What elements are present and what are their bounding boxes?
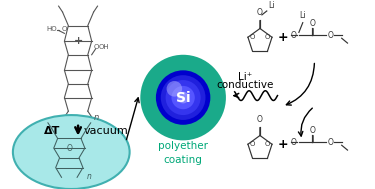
Text: O: O — [328, 138, 334, 147]
Ellipse shape — [13, 115, 130, 189]
Text: conductive: conductive — [217, 80, 274, 90]
Text: ΔT: ΔT — [44, 126, 60, 136]
Text: O: O — [309, 19, 315, 28]
Text: O: O — [94, 44, 99, 50]
Text: O: O — [257, 115, 263, 124]
Circle shape — [140, 55, 226, 140]
Text: +: + — [74, 36, 83, 46]
Circle shape — [177, 92, 189, 103]
Text: n: n — [94, 113, 99, 122]
Text: O: O — [66, 144, 72, 153]
Text: O: O — [265, 141, 270, 147]
Text: O: O — [309, 125, 315, 135]
Text: Si: Si — [176, 91, 190, 105]
Text: O: O — [265, 34, 270, 40]
FancyArrowPatch shape — [286, 63, 314, 105]
Text: O: O — [250, 141, 255, 147]
Text: +: + — [278, 31, 289, 44]
Text: +: + — [278, 138, 289, 151]
FancyArrowPatch shape — [298, 108, 312, 136]
Text: Li: Li — [268, 1, 274, 10]
Text: O: O — [250, 34, 255, 40]
Text: HO: HO — [46, 26, 57, 33]
Text: Li⁺: Li⁺ — [238, 72, 252, 82]
Text: O: O — [328, 31, 334, 40]
Text: OH: OH — [99, 44, 109, 50]
Text: O: O — [62, 26, 67, 33]
Text: O: O — [257, 8, 263, 17]
Text: O: O — [291, 31, 297, 40]
Circle shape — [156, 70, 210, 125]
Circle shape — [171, 86, 195, 109]
Text: O: O — [291, 138, 297, 147]
Text: polyether
coating: polyether coating — [158, 141, 208, 165]
Text: Li: Li — [300, 11, 306, 20]
Circle shape — [166, 80, 201, 115]
Text: n: n — [87, 172, 92, 181]
Circle shape — [161, 75, 206, 120]
Circle shape — [166, 81, 182, 97]
Text: vacuum: vacuum — [84, 126, 129, 136]
